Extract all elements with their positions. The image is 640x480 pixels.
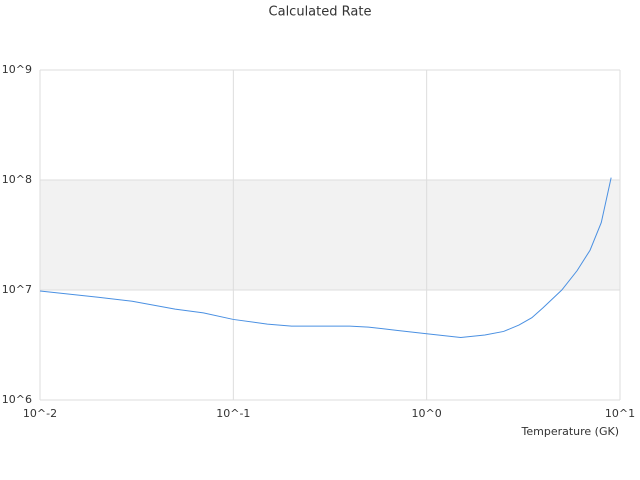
chart-title: Calculated Rate — [269, 5, 372, 20]
data-line — [39, 177, 612, 339]
y-tick-label: 10^8 — [2, 173, 32, 186]
y-tick-label: 10^7 — [2, 283, 32, 296]
x-tick-label: 10^-1 — [216, 407, 250, 420]
grid-band — [40, 180, 620, 290]
x-tick-label: 10^-2 — [23, 407, 57, 420]
y-tick-label: 10^6 — [2, 393, 32, 406]
x-axis-label: Temperature (GK) — [521, 425, 620, 438]
x-tick-label: 10^0 — [412, 407, 442, 420]
y-tick-label: 10^9 — [2, 63, 32, 76]
x-tick-label: 10^1 — [605, 407, 635, 420]
